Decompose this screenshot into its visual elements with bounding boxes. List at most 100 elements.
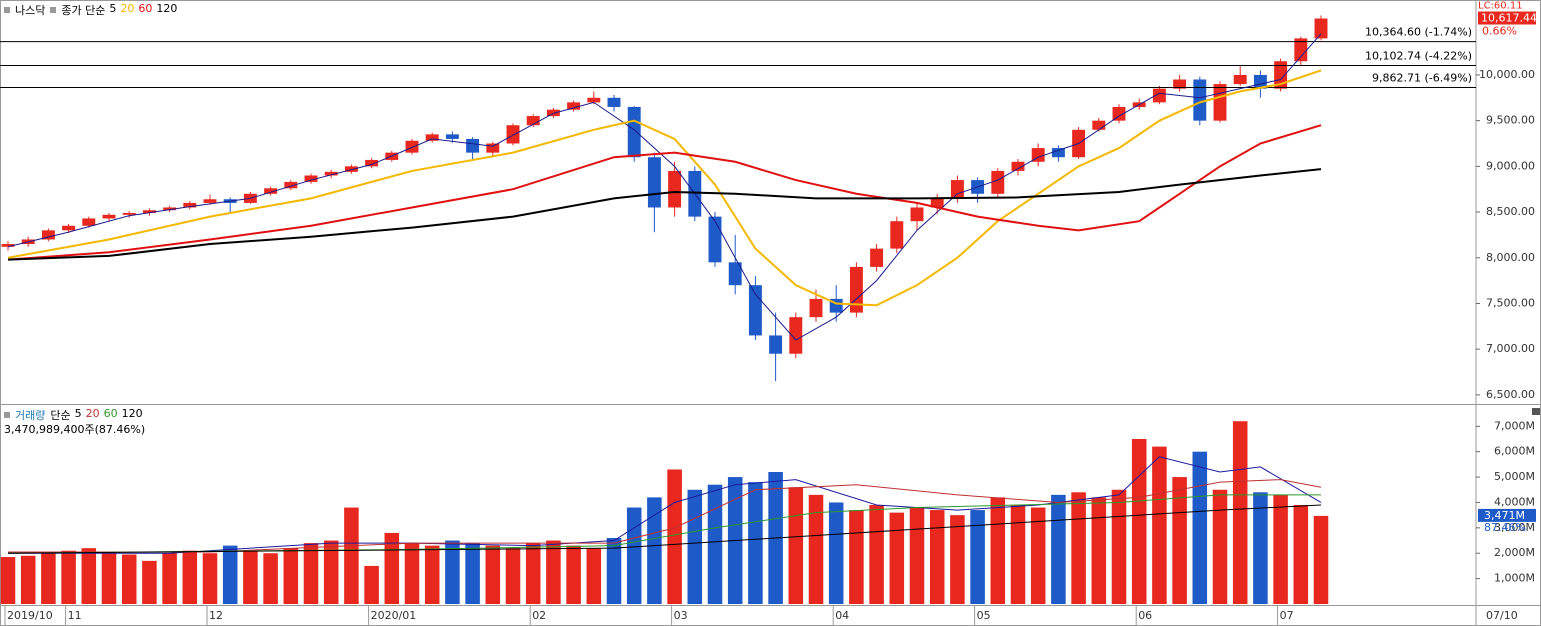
candle-body xyxy=(163,207,177,211)
volume-bar xyxy=(1273,494,1288,604)
volume-bar xyxy=(0,557,16,604)
x-tick-label: 2020/01 xyxy=(371,609,417,622)
ma-line xyxy=(7,504,1322,554)
y-tick-label: 6,000M xyxy=(1494,445,1535,458)
candle-body xyxy=(567,102,581,110)
volume-bar xyxy=(950,515,965,604)
volume-bar xyxy=(1030,507,1046,604)
volume-bar xyxy=(1131,439,1147,604)
volume-info: 3,470,989,400주(87.46%) xyxy=(4,423,146,436)
price-line-label: 10,364.60 (-1.74%) xyxy=(1365,26,1472,39)
legend-entry: 60 xyxy=(138,2,153,15)
volume-bar xyxy=(1111,489,1127,604)
volume-bar xyxy=(243,550,258,604)
candle-body xyxy=(1274,61,1288,89)
x-tick-label: 04 xyxy=(835,609,849,622)
volume-bar xyxy=(323,540,339,604)
candle-body xyxy=(870,248,884,267)
last-badge xyxy=(1478,11,1536,25)
candle-body xyxy=(41,230,55,240)
y-tick-label: 10,000.00 xyxy=(1479,68,1535,81)
volume-bar xyxy=(647,497,662,604)
volume-bar xyxy=(283,548,299,604)
candle-body xyxy=(445,134,459,139)
x-tick-label: 2019/10 xyxy=(7,609,53,622)
panel-button[interactable] xyxy=(1532,408,1540,415)
volume-bar xyxy=(424,545,440,604)
volume-bar xyxy=(1071,492,1086,604)
volume-bar xyxy=(162,553,177,604)
volume-bar xyxy=(1192,451,1208,604)
candle-body xyxy=(1031,148,1045,162)
last-label: 3,471M xyxy=(1484,509,1525,522)
y-tick-label: 7,000.00 xyxy=(1486,342,1535,355)
ma-line xyxy=(7,168,1322,261)
candle-body xyxy=(587,97,601,103)
ma-line xyxy=(8,479,1322,553)
legend-icon xyxy=(4,412,10,418)
candle-body xyxy=(183,202,197,208)
volume-bar xyxy=(202,553,218,604)
y-tick-label: 3,000M xyxy=(1494,521,1535,534)
candle-body xyxy=(809,298,823,318)
candle-body xyxy=(1112,106,1126,121)
candle-body xyxy=(1173,79,1187,89)
volume-bar xyxy=(81,548,97,604)
volume-bar xyxy=(1212,489,1228,604)
legend-icon xyxy=(50,7,57,13)
x-tick-label: 07 xyxy=(1280,609,1294,622)
legend-entry: 5 xyxy=(74,407,82,420)
candle-body xyxy=(950,180,964,199)
candle-body xyxy=(1092,120,1106,130)
legend-icon xyxy=(4,7,10,13)
volume-bar xyxy=(465,543,480,604)
volume-bar xyxy=(566,545,581,604)
y-tick-label: 8,500.00 xyxy=(1486,205,1535,218)
candle-body xyxy=(769,335,783,354)
volume-bar xyxy=(404,543,420,604)
volume-bar xyxy=(606,538,622,604)
volume-bar xyxy=(485,545,501,604)
y-tick-label: 1,000M xyxy=(1494,572,1535,585)
candle-body xyxy=(1294,38,1308,62)
candle-body xyxy=(365,159,379,167)
candle-body xyxy=(708,216,722,263)
candle-body xyxy=(930,198,944,208)
volume-bar xyxy=(970,510,985,604)
legend-entry: 120 xyxy=(121,407,143,420)
volume-bar xyxy=(929,510,945,604)
candle-body xyxy=(324,171,338,176)
volume-bar xyxy=(849,510,864,604)
candle-body xyxy=(425,134,439,141)
ma-line xyxy=(7,124,1322,261)
candle-body xyxy=(1152,88,1166,103)
candle-body xyxy=(748,285,762,336)
candle-body xyxy=(344,166,358,172)
last-badge xyxy=(1478,508,1536,522)
volume-bar xyxy=(889,512,905,604)
volume-bar xyxy=(1313,515,1329,604)
x-tick-label: 05 xyxy=(977,609,991,622)
candle-body xyxy=(203,199,217,203)
volume-bar xyxy=(1051,494,1066,604)
volume-bar xyxy=(828,502,844,604)
y-tick-label: 6,500.00 xyxy=(1486,388,1535,401)
volume-bar xyxy=(525,543,541,604)
ratio-label: 87.46% xyxy=(1484,521,1526,534)
volume-bar xyxy=(808,494,824,604)
price-legend: 나스닥 종가 단순 5 20 60 120 xyxy=(4,2,177,18)
y-tick-label: 8,000.00 xyxy=(1486,251,1535,264)
volume-bar xyxy=(101,551,117,604)
candle-body xyxy=(526,116,540,126)
x-tick-label: 12 xyxy=(209,609,223,622)
candle-body xyxy=(122,212,136,215)
volume-bar xyxy=(869,505,884,604)
legend-entry: 120 xyxy=(156,2,178,15)
volume-bar xyxy=(384,532,400,604)
candle-body xyxy=(1,244,15,247)
volume-bar xyxy=(626,507,642,604)
volume-bar xyxy=(788,487,804,604)
candle-body xyxy=(102,214,116,219)
volume-legend: 거래량 단순 5 20 60 120 xyxy=(4,407,143,423)
candle-body xyxy=(1051,148,1065,158)
